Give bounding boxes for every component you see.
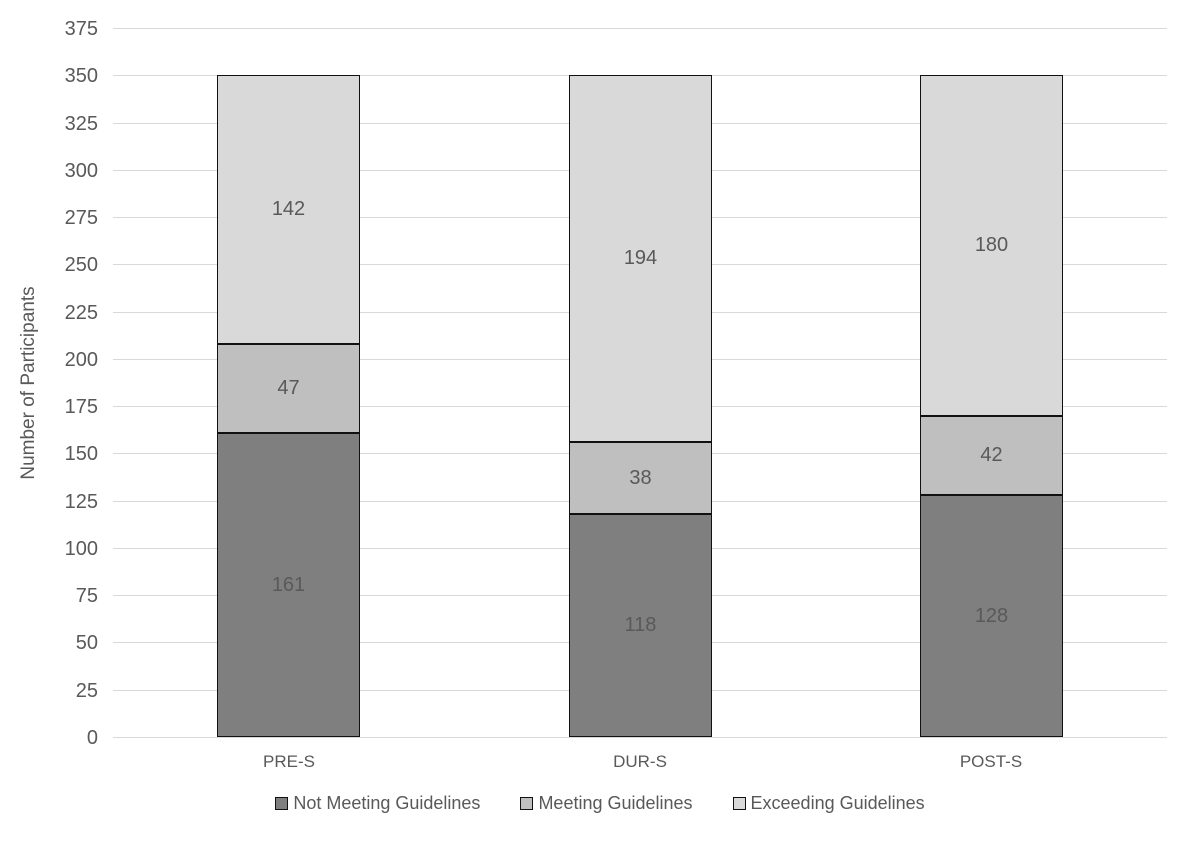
- segment-value-label: 42: [980, 444, 1003, 466]
- gridline: [113, 28, 1167, 29]
- x-tick-label: PRE-S: [263, 752, 315, 771]
- y-tick-label: 275: [64, 207, 98, 229]
- bar-segment-pre-s-1: 47: [217, 344, 360, 433]
- bar-segment-dur-s-1: 38: [569, 442, 712, 514]
- segment-value-label: 161: [271, 573, 306, 596]
- y-tick-label: 125: [64, 491, 98, 513]
- segment-value-label: 38: [629, 466, 652, 489]
- bar-segment-post-s-0: 128: [920, 495, 1063, 737]
- legend-item-0: Not Meeting Guidelines: [275, 793, 480, 814]
- y-tick-label: 375: [64, 18, 98, 40]
- bar-segment-pre-s-2: 142: [217, 75, 360, 344]
- y-tick-label: 200: [64, 349, 98, 371]
- y-tick-label: 100: [64, 538, 98, 560]
- legend-swatch-icon: [520, 797, 534, 810]
- bar-segment-dur-s-2: 194: [569, 75, 712, 442]
- y-tick-label: 0: [86, 727, 98, 749]
- legend-label: Meeting Guidelines: [538, 793, 693, 813]
- legend-swatch-icon: [732, 797, 746, 810]
- y-tick-label: 325: [64, 113, 98, 135]
- gridline: [113, 737, 1167, 738]
- y-tick-label: 300: [64, 160, 98, 182]
- segment-value-label: 194: [623, 247, 658, 269]
- y-tick-label: 75: [75, 585, 98, 607]
- y-tick-label: 25: [75, 680, 98, 702]
- y-tick-label: 175: [64, 396, 98, 418]
- y-tick-label: 150: [64, 443, 98, 465]
- bar-segment-dur-s-0: 118: [569, 514, 712, 737]
- x-tick-label: DUR-S: [613, 752, 667, 771]
- segment-value-label: 128: [974, 604, 1009, 627]
- bar-segment-post-s-2: 180: [920, 75, 1063, 416]
- y-tick-label: 350: [64, 65, 98, 87]
- bar-segment-post-s-1: 42: [920, 416, 1063, 495]
- x-tick-label: POST-S: [959, 752, 1023, 771]
- y-tick-label: 225: [64, 302, 98, 324]
- segment-value-label: 142: [271, 198, 306, 220]
- segment-value-label: 180: [974, 234, 1009, 256]
- y-tick-label: 250: [64, 254, 98, 276]
- segment-value-label: 118: [624, 614, 657, 636]
- legend-swatch-icon: [275, 797, 289, 810]
- legend-item-2: Exceeding Guidelines: [732, 793, 925, 814]
- legend: Not Meeting Guidelines Meeting Guidelines…: [0, 793, 1200, 814]
- legend-item-1: Meeting Guidelines: [520, 793, 693, 814]
- legend-label: Exceeding Guidelines: [750, 793, 925, 813]
- bar-segment-pre-s-0: 161: [217, 433, 360, 737]
- legend-label: Not Meeting Guidelines: [293, 793, 481, 813]
- y-tick-label: 50: [75, 632, 98, 654]
- segment-value-label: 47: [277, 377, 300, 399]
